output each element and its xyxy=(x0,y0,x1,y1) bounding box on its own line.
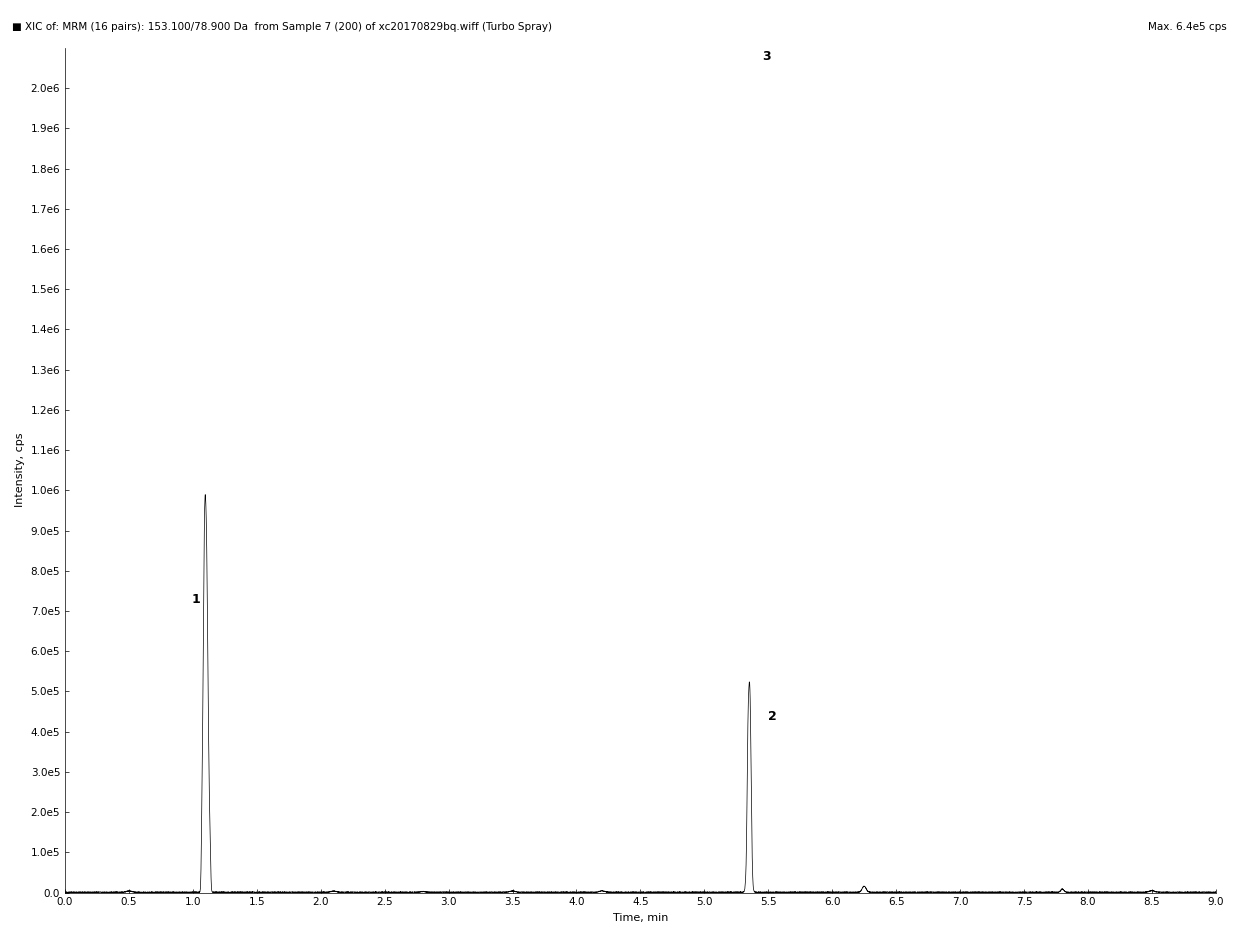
Text: ■ XIC of: MRM (16 pairs): 153.100/78.900 Da  from Sample 7 (200) of xc20170829bq: ■ XIC of: MRM (16 pairs): 153.100/78.900… xyxy=(12,22,553,32)
Text: 1: 1 xyxy=(192,593,201,606)
Text: 2: 2 xyxy=(768,710,777,722)
X-axis label: Time, min: Time, min xyxy=(613,913,668,923)
Text: Max. 6.4e5 cps: Max. 6.4e5 cps xyxy=(1147,22,1227,32)
Text: 3: 3 xyxy=(762,50,771,63)
Y-axis label: Intensity, cps: Intensity, cps xyxy=(15,433,25,507)
